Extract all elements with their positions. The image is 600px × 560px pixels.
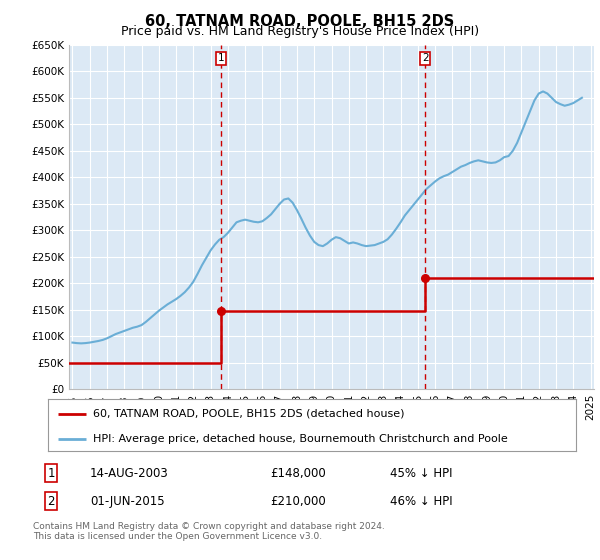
- Text: 2: 2: [47, 494, 55, 508]
- Text: 60, TATNAM ROAD, POOLE, BH15 2DS (detached house): 60, TATNAM ROAD, POOLE, BH15 2DS (detach…: [93, 409, 404, 419]
- Text: 1: 1: [218, 53, 224, 63]
- Text: Price paid vs. HM Land Registry's House Price Index (HPI): Price paid vs. HM Land Registry's House …: [121, 25, 479, 38]
- Text: £210,000: £210,000: [270, 494, 326, 508]
- Text: £148,000: £148,000: [270, 466, 326, 480]
- Text: 45% ↓ HPI: 45% ↓ HPI: [390, 466, 452, 480]
- Text: 14-AUG-2003: 14-AUG-2003: [90, 466, 169, 480]
- Text: Contains HM Land Registry data © Crown copyright and database right 2024.
This d: Contains HM Land Registry data © Crown c…: [33, 522, 385, 542]
- Text: 60, TATNAM ROAD, POOLE, BH15 2DS: 60, TATNAM ROAD, POOLE, BH15 2DS: [145, 14, 455, 29]
- Text: 1: 1: [47, 466, 55, 480]
- Text: 01-JUN-2015: 01-JUN-2015: [90, 494, 164, 508]
- Text: 2: 2: [422, 53, 428, 63]
- Text: HPI: Average price, detached house, Bournemouth Christchurch and Poole: HPI: Average price, detached house, Bour…: [93, 435, 508, 445]
- Text: 46% ↓ HPI: 46% ↓ HPI: [390, 494, 452, 508]
